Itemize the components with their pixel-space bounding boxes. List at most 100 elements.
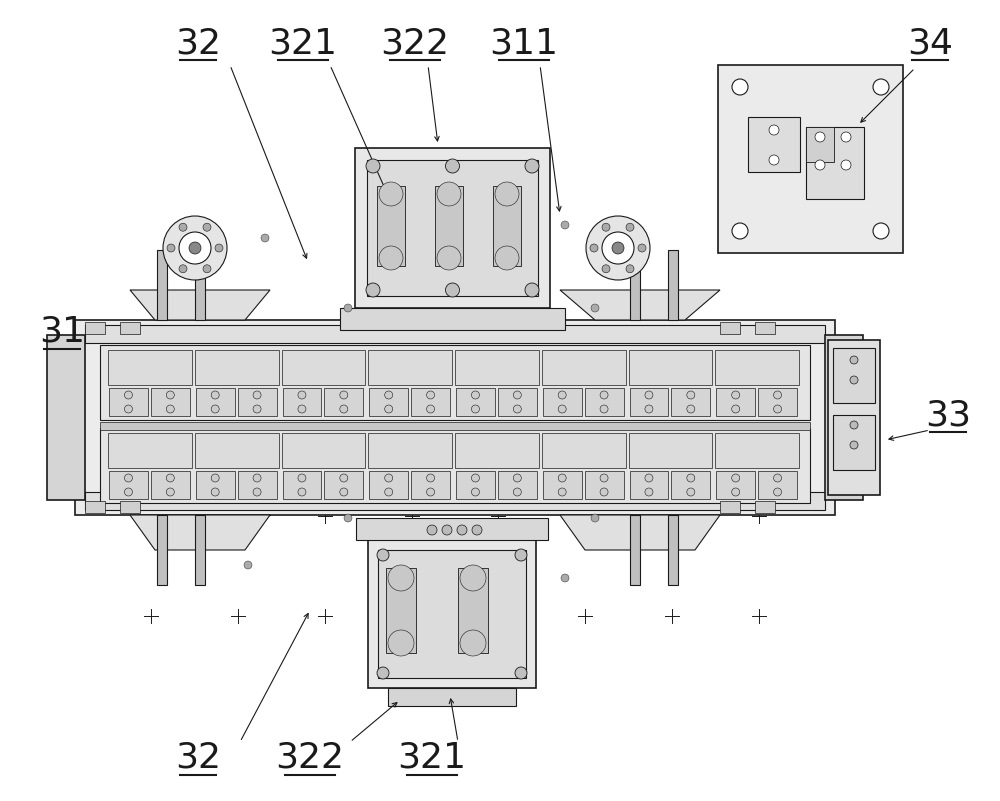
- Bar: [630, 250, 640, 320]
- Bar: [543, 471, 582, 499]
- Circle shape: [298, 474, 306, 482]
- Circle shape: [600, 474, 608, 482]
- Circle shape: [166, 488, 174, 496]
- Circle shape: [495, 246, 519, 270]
- Bar: [195, 350, 278, 385]
- Bar: [435, 186, 463, 266]
- Bar: [109, 471, 148, 499]
- Text: 311: 311: [490, 26, 558, 60]
- Bar: [85, 492, 825, 510]
- Circle shape: [253, 474, 261, 482]
- Bar: [195, 515, 205, 585]
- Circle shape: [732, 405, 740, 413]
- Circle shape: [645, 488, 653, 496]
- Circle shape: [427, 474, 435, 482]
- Circle shape: [166, 474, 174, 482]
- Bar: [282, 433, 365, 468]
- Circle shape: [377, 667, 389, 679]
- Bar: [324, 471, 363, 499]
- Bar: [340, 308, 565, 330]
- Bar: [85, 322, 105, 334]
- Bar: [157, 515, 167, 585]
- Bar: [100, 422, 810, 430]
- Circle shape: [340, 405, 348, 413]
- Circle shape: [626, 265, 634, 273]
- Bar: [833, 415, 875, 470]
- Bar: [356, 518, 548, 540]
- Circle shape: [769, 155, 779, 165]
- Circle shape: [298, 488, 306, 496]
- Bar: [668, 250, 678, 320]
- Bar: [238, 471, 276, 499]
- Bar: [378, 550, 526, 678]
- Circle shape: [442, 525, 452, 535]
- Bar: [629, 433, 712, 468]
- Circle shape: [591, 514, 599, 522]
- Circle shape: [124, 488, 132, 496]
- Circle shape: [211, 488, 219, 496]
- Circle shape: [600, 391, 608, 399]
- Circle shape: [388, 565, 414, 591]
- Bar: [493, 186, 521, 266]
- Circle shape: [460, 630, 486, 656]
- Circle shape: [124, 474, 132, 482]
- Bar: [455, 350, 539, 385]
- Circle shape: [525, 159, 539, 173]
- Polygon shape: [130, 515, 270, 550]
- Polygon shape: [130, 290, 270, 320]
- Bar: [151, 388, 190, 416]
- Circle shape: [340, 474, 348, 482]
- Circle shape: [427, 488, 435, 496]
- Bar: [151, 471, 190, 499]
- Circle shape: [298, 391, 306, 399]
- Bar: [828, 340, 880, 495]
- Bar: [716, 388, 755, 416]
- Bar: [718, 65, 903, 253]
- Bar: [368, 433, 452, 468]
- Bar: [195, 250, 205, 320]
- Circle shape: [645, 391, 653, 399]
- Bar: [100, 428, 810, 503]
- Circle shape: [873, 79, 889, 95]
- Circle shape: [774, 488, 782, 496]
- Bar: [377, 186, 405, 266]
- Circle shape: [166, 405, 174, 413]
- Circle shape: [850, 441, 858, 449]
- Bar: [120, 501, 140, 513]
- Circle shape: [472, 525, 482, 535]
- Circle shape: [437, 182, 461, 206]
- Circle shape: [298, 405, 306, 413]
- Bar: [355, 148, 550, 308]
- Bar: [758, 471, 797, 499]
- Circle shape: [645, 405, 653, 413]
- Bar: [75, 320, 835, 515]
- Circle shape: [189, 242, 201, 254]
- Circle shape: [253, 488, 261, 496]
- Circle shape: [513, 405, 521, 413]
- Bar: [196, 388, 235, 416]
- Text: 32: 32: [175, 26, 221, 60]
- Circle shape: [732, 79, 748, 95]
- Bar: [715, 350, 799, 385]
- Bar: [585, 388, 624, 416]
- Circle shape: [558, 474, 566, 482]
- Bar: [368, 350, 452, 385]
- Bar: [157, 250, 167, 320]
- Bar: [630, 515, 640, 585]
- Bar: [833, 348, 875, 403]
- Circle shape: [460, 565, 486, 591]
- Bar: [585, 471, 624, 499]
- Circle shape: [687, 488, 695, 496]
- Text: 322: 322: [380, 26, 450, 60]
- Circle shape: [427, 391, 435, 399]
- Circle shape: [436, 216, 444, 224]
- Bar: [283, 471, 321, 499]
- Bar: [629, 350, 712, 385]
- Circle shape: [437, 246, 461, 270]
- Bar: [630, 388, 668, 416]
- Circle shape: [732, 474, 740, 482]
- Circle shape: [215, 244, 223, 252]
- Bar: [108, 433, 192, 468]
- Circle shape: [525, 283, 539, 297]
- Circle shape: [124, 405, 132, 413]
